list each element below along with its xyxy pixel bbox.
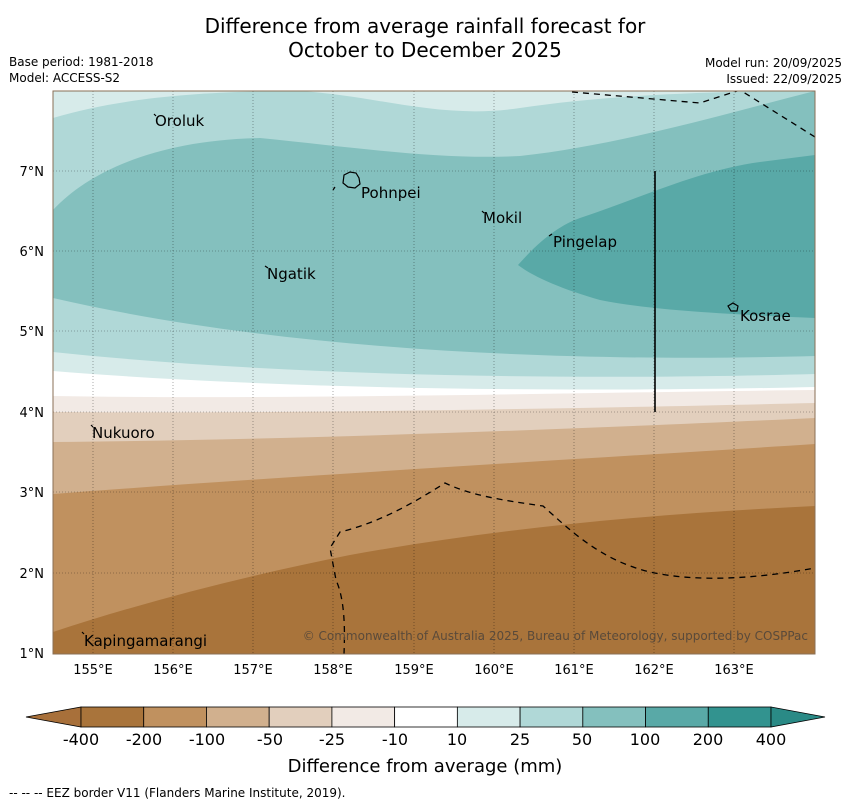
cb-tick-0: -400 — [62, 730, 100, 749]
label-kosrae: Kosrae — [740, 307, 791, 325]
lat-label-2n: 2°N — [20, 567, 45, 582]
label-oroluk: Oroluk — [155, 112, 204, 130]
cb-tick-9: 100 — [629, 730, 661, 749]
model-run: Model run: 20/09/2025 — [704, 56, 842, 70]
map-title-line1: Difference from average rainfall forecas… — [204, 14, 646, 38]
colorbar-segment-1 — [143, 706, 207, 728]
label-nukuoro: Nukuoro — [92, 424, 155, 442]
cb-tick-5: -10 — [381, 730, 409, 749]
cb-tick-11: 400 — [755, 730, 787, 749]
colorbar-segment-5 — [394, 706, 458, 728]
colorbar-low-arrow — [25, 706, 82, 728]
lon-label-163e: 163°E — [714, 663, 754, 678]
colorbar-segment-2 — [206, 706, 270, 728]
band-minus-200 — [53, 506, 815, 654]
label-kapingamarangi: Kapingamarangi — [84, 632, 207, 650]
cb-tick-2: -100 — [188, 730, 226, 749]
lat-label-7n: 7°N — [20, 165, 45, 180]
label-pohnpei: Pohnpei — [361, 184, 421, 202]
eez-border — [329, 91, 815, 654]
colorbar-segment-7 — [519, 706, 584, 728]
lon-label-160e: 160°E — [474, 663, 514, 678]
colorbar — [25, 706, 826, 728]
colorbar-segment-10 — [707, 706, 772, 728]
colorbar-segment-3 — [268, 706, 333, 728]
copyright-note: © Commonwealth of Australia 2025, Bureau… — [303, 629, 808, 643]
cb-tick-6: 10 — [446, 730, 468, 749]
lat-label-5n: 5°N — [20, 325, 45, 340]
lat-label-1n: 1°N — [20, 647, 45, 662]
lon-label-157e: 157°E — [233, 663, 273, 678]
colorbar-title: Difference from average (mm) — [287, 756, 563, 777]
cb-tick-8: 50 — [571, 730, 593, 749]
lon-label-158e: 158°E — [313, 663, 353, 678]
lon-label-155e: 155°E — [73, 663, 113, 678]
cb-tick-4: -25 — [318, 730, 346, 749]
map-frame — [52, 90, 816, 655]
base-period: Base period: 1981-2018 — [9, 55, 154, 69]
eez-footnote: -- -- -- EEZ border V11 (Flanders Marine… — [9, 786, 346, 800]
cb-tick-3: -50 — [256, 730, 284, 749]
contour-fields — [53, 91, 815, 654]
label-mokil: Mokil — [483, 209, 522, 227]
graticule — [53, 91, 815, 654]
issued-date: Issued: 22/09/2025 — [726, 72, 842, 86]
colorbar-high-arrow — [770, 706, 826, 728]
label-ngatik: Ngatik — [267, 265, 316, 283]
lon-label-162e: 162°E — [634, 663, 674, 678]
kosrae-island — [727, 302, 739, 312]
label-pingelap: Pingelap — [553, 233, 617, 251]
cb-tick-7: 25 — [509, 730, 531, 749]
colorbar-segment-6 — [456, 706, 521, 728]
band-plus-100 — [518, 155, 815, 318]
colorbar-segment-0 — [80, 706, 145, 728]
cb-tick-1: -200 — [125, 730, 163, 749]
lon-label-156e: 156°E — [153, 663, 193, 678]
pohnpei-island — [342, 171, 361, 189]
lon-label-161e: 161°E — [554, 663, 594, 678]
model-name: Model: ACCESS-S2 — [9, 71, 121, 85]
cb-tick-10: 200 — [692, 730, 724, 749]
map-title-line2: October to December 2025 — [288, 38, 562, 62]
island-markers — [81, 113, 553, 635]
colorbar-segment-8 — [582, 706, 646, 728]
lat-label-3n: 3°N — [20, 486, 45, 501]
lat-label-4n: 4°N — [20, 406, 45, 421]
colorbar-segment-4 — [331, 706, 396, 728]
lon-label-159e: 159°E — [394, 663, 434, 678]
colorbar-segment-9 — [645, 706, 709, 728]
lat-label-6n: 6°N — [20, 245, 45, 260]
